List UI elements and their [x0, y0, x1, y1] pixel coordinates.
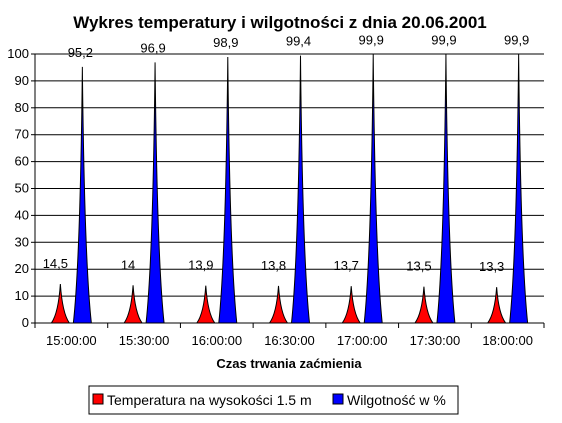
x-tick-label: 16:00:00 [191, 333, 242, 348]
data-label: 99,4 [286, 34, 311, 49]
legend-entry: Wilgotność w % [347, 392, 446, 408]
plot-area [50, 54, 529, 324]
data-label: 13,3 [479, 259, 504, 274]
x-tick-label: 15:00:00 [46, 333, 97, 348]
y-tick-label: 20 [15, 261, 29, 276]
y-axis: 0 10 20 30 40 50 60 70 80 90 100 [7, 46, 36, 330]
legend: Temperatura na wysokości 1.5 m Wilgotność… [88, 385, 459, 415]
y-tick-label: 0 [22, 315, 29, 330]
x-tick-label: 17:00:00 [337, 333, 388, 348]
data-label: 13,7 [334, 258, 359, 273]
data-label: 13,5 [406, 259, 431, 274]
data-label: 99,9 [431, 32, 456, 47]
x-tick-label: 18:00:00 [482, 333, 533, 348]
data-label: 99,9 [504, 32, 529, 47]
y-tick-label: 40 [15, 207, 29, 222]
y-tick-label: 30 [15, 234, 29, 249]
data-label: 13,8 [261, 258, 286, 273]
bar-humidity [363, 54, 383, 324]
bar-humidity [72, 66, 92, 324]
bar-humidity [145, 62, 165, 324]
data-label: 98,9 [213, 35, 238, 50]
legend-box [88, 385, 459, 415]
bar-humidity [290, 55, 311, 324]
x-tick-label: 15:30:00 [119, 333, 170, 348]
y-tick-label: 100 [7, 46, 29, 61]
x-tick-label: 16:30:00 [264, 333, 315, 348]
data-label: 13,9 [188, 258, 213, 273]
data-labels: 14,5 14 13,9 13,8 13,7 13,5 13,3 95,2 96,9 98,9 99… [35, 32, 544, 324]
bar-humidity [436, 54, 456, 324]
data-label: 14,5 [43, 256, 68, 271]
bar-temperature [413, 286, 434, 324]
chart-title: Wykres temperatury i wilgotności z dnia … [73, 13, 487, 32]
bar-temperature [123, 285, 144, 324]
y-tick-label: 90 [15, 73, 29, 88]
bar-humidity [509, 54, 529, 324]
data-label: 99,9 [359, 32, 384, 47]
data-label: 96,9 [140, 40, 165, 55]
x-axis-label: Czas trwania zaćmienia [216, 356, 362, 371]
x-axis: 15:00:00 15:30:00 16:00:00 16:30:00 17:00:00… [34, 323, 545, 348]
legend-swatch [92, 393, 104, 405]
bar-temperature [50, 283, 71, 324]
y-tick-label: 80 [15, 100, 29, 115]
y-tick-label: 10 [15, 288, 29, 303]
data-label: 95,2 [68, 45, 93, 60]
bar-temperature [341, 286, 362, 324]
x-tick-label: 17:30:00 [410, 333, 461, 348]
y-tick-label: 50 [15, 181, 29, 196]
data-label: 14 [121, 257, 135, 272]
gridlines [35, 53, 544, 324]
legend-swatch [332, 393, 344, 405]
bar-temperature [195, 285, 216, 324]
bar-humidity [218, 56, 238, 324]
y-tick-label: 60 [15, 154, 29, 169]
bar-temperature [486, 287, 507, 324]
legend-entry: Temperatura na wysokości 1.5 m [107, 392, 312, 408]
y-tick-label: 70 [15, 127, 29, 142]
bar-temperature [268, 285, 289, 324]
